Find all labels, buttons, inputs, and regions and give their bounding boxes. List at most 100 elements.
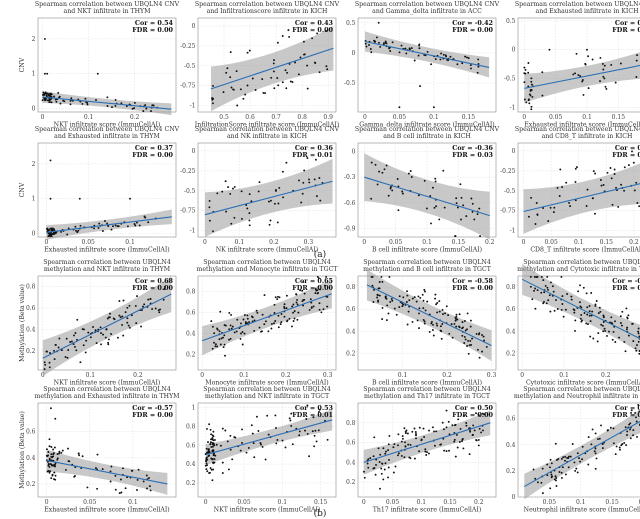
data-point [600,424,602,427]
data-point [293,317,296,320]
data-point [369,48,372,50]
data-point [314,292,317,295]
data-point [466,312,469,315]
data-point [453,424,456,427]
data-point [255,309,258,312]
data-point [582,93,585,96]
data-point [306,64,309,67]
data-point [270,322,273,325]
data-point [273,303,276,306]
data-point [151,104,154,107]
data-point [124,311,127,314]
x-tick-label: 0.15 [314,499,328,506]
data-point [148,477,150,479]
data-point [555,477,558,479]
data-point [570,295,573,298]
data-point [477,333,480,336]
chart-title-line: Spearman correlation between UBQLN4 CNV [35,1,180,8]
data-point [553,309,556,312]
data-point [417,295,420,298]
y-tick-label: -0.5 [504,188,516,195]
data-point [610,316,613,319]
fdr-label: FDR = 0.03 [452,151,493,159]
data-point [629,428,631,431]
data-point [85,339,88,342]
data-point [109,312,111,315]
data-point [562,456,565,459]
data-point [536,481,539,484]
x-tick-label: 0.9 [323,114,333,121]
data-point [523,72,526,75]
data-point [379,487,381,490]
data-point [380,467,383,470]
data-point [292,303,295,306]
data-point [597,312,600,315]
data-point [460,218,462,221]
data-point [243,332,246,335]
y-tick-label: 1 [192,405,196,412]
data-point [226,440,229,443]
data-point [418,44,421,47]
data-point [547,299,550,302]
data-point [106,317,109,320]
data-point [441,308,444,311]
data-point [574,181,577,183]
data-point [276,298,279,301]
data-point [413,427,416,430]
regression-line [42,293,172,359]
fdr-label: FDR = 0.00 [452,26,493,34]
data-point [140,325,143,328]
grid-lines [38,143,176,237]
data-point [540,481,543,484]
data-point [473,218,476,221]
data-point [231,458,234,461]
data-point [430,322,433,325]
chart-title-line: Spearman correlation between UBQLN4 CNV [355,126,500,133]
data-point [529,88,532,91]
data-point [554,475,557,478]
data-point [390,297,393,300]
data-point [96,487,99,490]
data-point [52,453,55,456]
y-tick-label: -1 [190,228,196,235]
x-axis-label: Exhausted infiltrate score (ImmuCellAI) [524,122,640,129]
data-point [548,48,551,51]
x-tick-label: 0.05 [237,499,251,506]
scatter-points [43,285,166,371]
data-point [531,95,534,98]
data-point [435,303,438,306]
data-point [569,205,572,208]
data-point [59,102,62,105]
data-point [50,227,53,230]
data-point [408,48,411,51]
data-point [76,338,78,341]
data-point [114,104,117,107]
data-point [258,326,261,329]
data-point [414,431,417,433]
data-point [551,285,554,288]
data-point [575,166,578,169]
fdr-label: FDR = 0.00 [132,151,173,159]
data-point [424,290,426,293]
data-point [569,455,572,458]
data-point [402,303,405,306]
data-point [439,58,442,61]
data-point [95,99,97,101]
data-point [618,446,621,449]
data-point [308,178,310,181]
data-point [582,286,585,289]
data-point [295,301,298,304]
data-point [48,101,51,104]
data-point [549,466,551,469]
data-point [377,299,380,302]
correlation-label: Cor = 0.37 [135,144,173,152]
x-tick-label: 0.05 [389,239,403,246]
data-point [110,333,113,335]
data-point [531,298,534,301]
data-point [442,313,444,316]
data-point [48,361,51,364]
data-point [303,169,306,172]
data-point [451,336,454,339]
data-point [138,224,141,227]
data-point [104,220,106,222]
